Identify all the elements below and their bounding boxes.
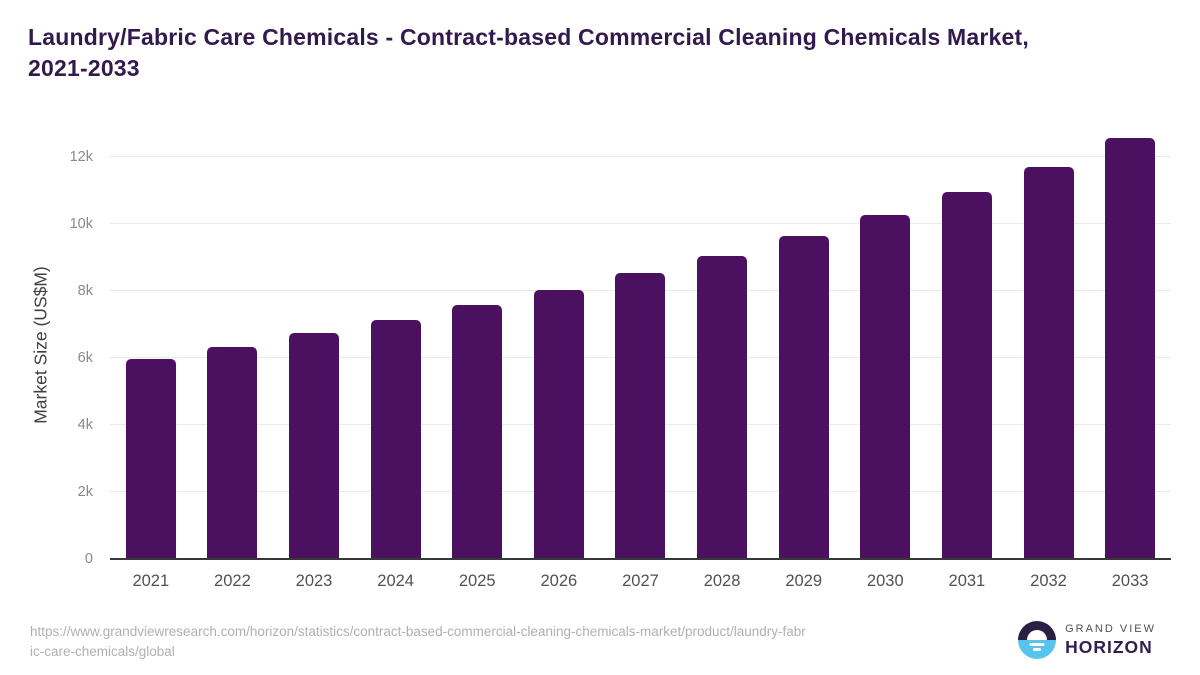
x-tick-label-2033: 2033: [1111, 572, 1149, 590]
x-axis-line: [110, 558, 1171, 560]
logo-sun-dome: [1027, 630, 1048, 640]
x-tick-label-2030: 2030: [866, 572, 904, 590]
bar-slot-2023: [273, 332, 355, 559]
y-axis-title: Market Size (US$M): [30, 266, 51, 424]
x-tick-label-2026: 2026: [540, 572, 578, 590]
y-tick-label-0: 0: [84, 551, 93, 567]
logo-brand-horizon: HORIZON: [1065, 636, 1153, 657]
chart-title: Laundry/Fabric Care Chemicals - Contract…: [28, 24, 1029, 81]
bar-slot-2028: [681, 255, 763, 559]
y-tick-label-10k: 10k: [69, 216, 93, 232]
bar-slot-2026: [518, 290, 600, 559]
bar-slot-2031: [926, 191, 1008, 559]
bar-slot-2022: [192, 346, 274, 559]
gridline-12k: [110, 155, 1171, 157]
x-tick-label-2028: 2028: [703, 572, 741, 590]
logo-brand-grand-view: GRAND VIEW: [1065, 622, 1156, 635]
y-tick-label-8k: 8k: [77, 283, 93, 299]
x-tick-label-2027: 2027: [622, 572, 659, 590]
bar-2028[interactable]: [697, 255, 748, 559]
bar-2022[interactable]: [207, 346, 258, 559]
horizon-sun-icon: [1018, 621, 1057, 659]
bar-slot-2025: [436, 304, 518, 559]
x-tick-label-2029: 2029: [785, 572, 823, 590]
bar-slot-2033: [1089, 138, 1171, 559]
bar-2025[interactable]: [452, 304, 503, 559]
bar-slot-2032: [1008, 166, 1090, 559]
bar-2032[interactable]: [1023, 166, 1074, 559]
y-tick-label-6k: 6k: [77, 350, 93, 366]
bar-2021[interactable]: [125, 358, 176, 559]
y-tick-label-4k: 4k: [77, 417, 93, 433]
bar-2027[interactable]: [615, 273, 666, 559]
bar-slot-2029: [763, 236, 845, 559]
x-tick-label-2032: 2032: [1030, 572, 1067, 590]
logo-reflection-line-1: [1029, 643, 1045, 646]
bar-slot-2027: [600, 273, 682, 559]
x-tick-label-2025: 2025: [458, 572, 496, 590]
x-tick-label-2021: 2021: [132, 572, 170, 590]
y-tick-label-2k: 2k: [77, 484, 93, 500]
bar-slot-2021: [110, 358, 192, 559]
bar-series: [110, 129, 1171, 559]
x-tick-label-2023: 2023: [295, 572, 333, 590]
logo-text: GRAND VIEW HORIZON: [1065, 623, 1156, 658]
bar-2033[interactable]: [1105, 138, 1156, 559]
x-tick-label-2022: 2022: [214, 572, 251, 590]
bar-2031[interactable]: [941, 191, 992, 559]
bar-2026[interactable]: [533, 290, 584, 559]
bar-2024[interactable]: [370, 320, 421, 559]
logo-reflection-line-2: [1033, 648, 1042, 651]
bar-slot-2030: [844, 214, 926, 559]
y-tick-label-12k: 12k: [69, 149, 93, 165]
plot-area: 0 2k 4k 6k 8k 10k 12k: [70, 129, 1171, 567]
bar-2023[interactable]: [289, 332, 340, 559]
gridline-10k: [110, 222, 1171, 224]
x-tick-label-2024: 2024: [377, 572, 414, 590]
x-axis-tick-labels: 2021 2022 2023 2024 2025 2026 2027 2028 2029 2030…: [110, 572, 1171, 591]
x-tick-label-2031: 2031: [948, 572, 986, 590]
source-url: https://www.grandviewresearch.com/horizo…: [30, 624, 806, 659]
bar-2029[interactable]: [778, 236, 829, 559]
bar-slot-2024: [355, 320, 437, 559]
bar-2030[interactable]: [860, 214, 911, 559]
grandview-horizon-logo: GRAND VIEW HORIZON: [1018, 621, 1156, 659]
